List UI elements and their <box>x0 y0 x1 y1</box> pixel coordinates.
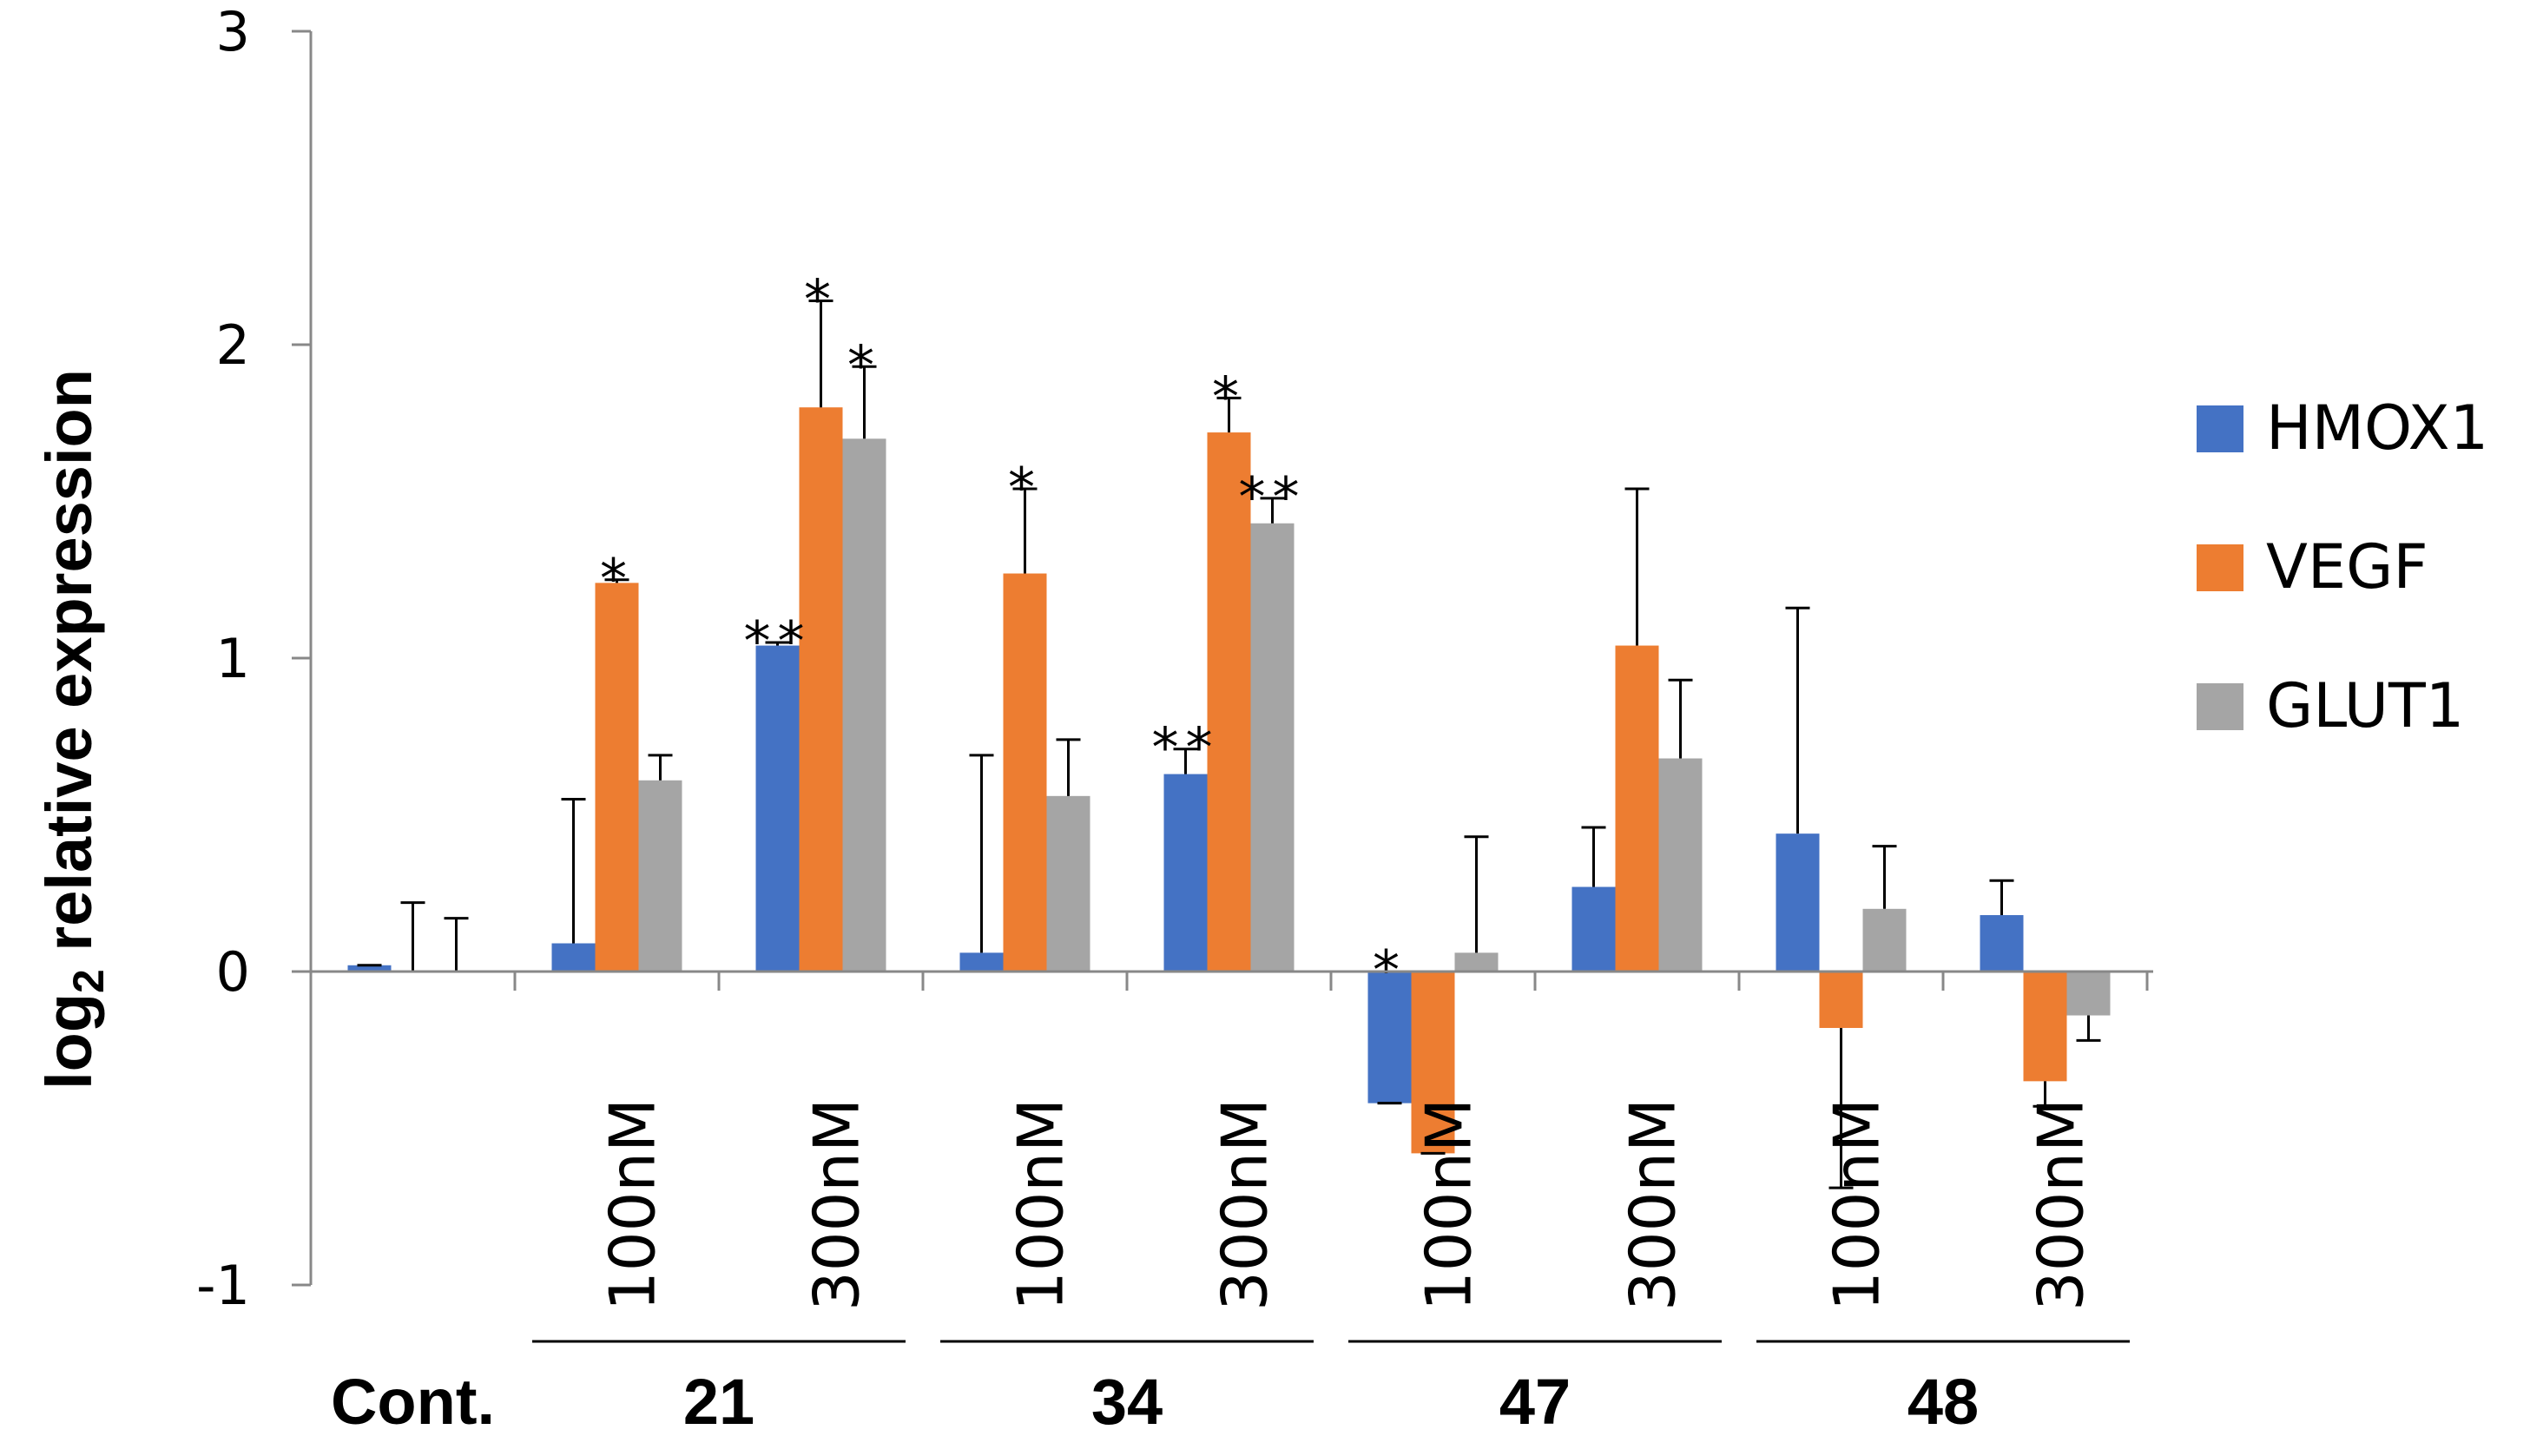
bar-glut1 <box>1862 908 1907 972</box>
y-axis: 3 2 1 0 -1 <box>196 0 313 1317</box>
group-label: Cont. <box>331 1366 495 1438</box>
bar-glut1 <box>842 438 886 972</box>
bar-vegf <box>799 407 843 972</box>
bar-vegf <box>1615 645 1659 972</box>
bar-glut1 <box>1658 758 1703 972</box>
bar-hmox1 <box>1367 972 1412 1104</box>
y-tick-label: 0 <box>216 940 250 1004</box>
y-axis-title: log2 relative expression <box>33 369 113 1090</box>
condition-label: 300nM <box>800 1098 873 1311</box>
significance-mark: ** <box>1152 716 1220 780</box>
bars <box>347 407 2111 1154</box>
y-tick-label: 3 <box>216 0 250 63</box>
significance-mark: ** <box>744 609 812 673</box>
error-bars <box>357 299 2101 1189</box>
condition-label: 100nM <box>1820 1098 1893 1311</box>
legend-label: HMOX1 <box>2266 392 2488 464</box>
significance-mark: * <box>600 547 634 610</box>
group-label: 34 <box>1091 1366 1163 1438</box>
y-axis-label: log2 relative expression <box>33 369 113 1090</box>
condition-label: 100nM <box>1004 1098 1077 1311</box>
legend-swatch-glut1 <box>2197 683 2243 730</box>
y-axis-label-rest: relative expression <box>33 369 105 969</box>
y-axis-label-log: log <box>33 993 105 1090</box>
bar-hmox1 <box>959 952 1004 972</box>
bar-glut1 <box>1046 795 1090 972</box>
condition-label: 100nM <box>596 1098 669 1311</box>
significance-mark: * <box>804 267 838 331</box>
group-label: 47 <box>1499 1366 1571 1438</box>
significance-marks: ************ <box>600 267 1400 1002</box>
condition-label: 100nM <box>1412 1098 1485 1311</box>
legend-swatch-hmox1 <box>2197 405 2243 452</box>
bar-glut1 <box>1454 952 1499 972</box>
group-labels: Cont. 21 34 47 48 <box>331 1340 2130 1438</box>
bar-hmox1 <box>1776 833 1820 972</box>
bar-vegf <box>1411 972 1455 1154</box>
bar-hmox1 <box>1571 886 1616 972</box>
y-tick-label: 1 <box>216 627 250 690</box>
y-tick-label: -1 <box>196 1254 250 1317</box>
bar-hmox1 <box>551 943 596 972</box>
bar-hmox1 <box>1980 915 2024 972</box>
bar-vegf <box>595 583 639 972</box>
bar-glut1 <box>1250 523 1295 972</box>
bar-vegf <box>1003 573 1047 972</box>
condition-label: 300nM <box>2024 1098 2097 1311</box>
significance-mark: * <box>847 333 881 397</box>
significance-mark: * <box>1212 365 1246 428</box>
condition-label: 300nM <box>1208 1098 1281 1311</box>
significance-mark: * <box>1008 456 1042 519</box>
y-tick-label: 2 <box>216 313 250 377</box>
condition-labels: 100nM 300nM 100nM 300nM 100nM 300nM 100nM 300nM <box>596 1098 2097 1311</box>
group-label: 21 <box>683 1366 754 1438</box>
y-axis-label-subscript: 2 <box>64 969 113 993</box>
group-label: 48 <box>1907 1366 1979 1438</box>
legend-label: VEGF <box>2266 531 2428 603</box>
bar-hmox1 <box>1163 774 1208 972</box>
bar-hmox1 <box>755 645 800 972</box>
bar-vegf <box>1207 432 1251 972</box>
bar-glut1 <box>638 780 682 972</box>
significance-mark: ** <box>1239 465 1307 529</box>
bar-glut1 <box>2066 972 2111 1016</box>
legend: HMOX1 VEGF GLUT1 <box>2197 392 2488 741</box>
legend-label: GLUT1 <box>2266 670 2464 741</box>
bar-vegf <box>2023 972 2067 1082</box>
legend-swatch-vegf <box>2197 544 2243 591</box>
condition-label: 300nM <box>1616 1098 1689 1311</box>
bar-hmox1 <box>347 965 392 972</box>
bar-vegf <box>1819 972 1863 1028</box>
x-axis <box>311 970 2153 991</box>
